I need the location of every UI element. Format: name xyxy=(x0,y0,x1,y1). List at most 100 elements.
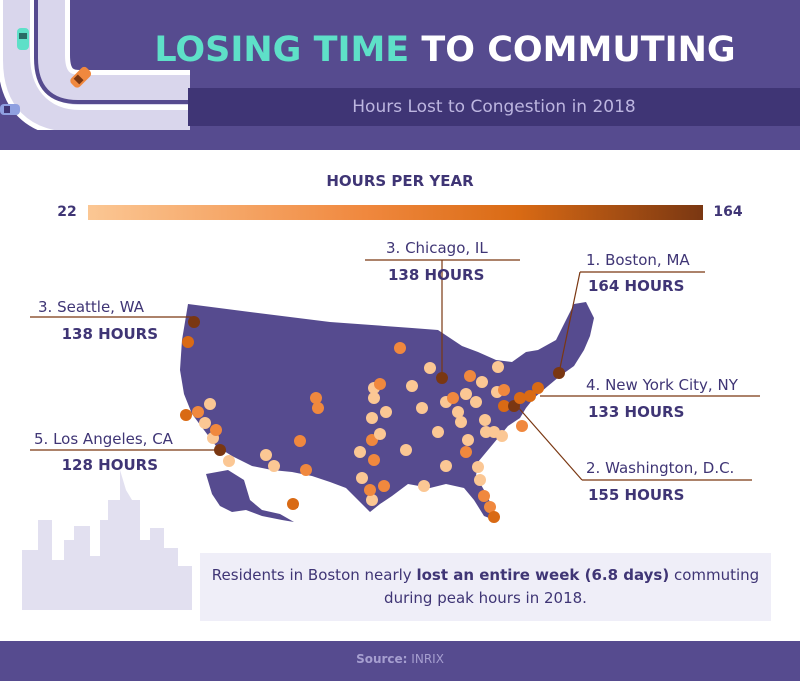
boston-name: 1. Boston, MA xyxy=(586,251,690,269)
callout-after: commuting during peak hours in 2018. xyxy=(384,566,760,607)
city-dot xyxy=(496,430,508,442)
washington-name: 2. Washington, D.C. xyxy=(586,459,735,477)
label-chicago-hours: 138 HOURS xyxy=(388,266,484,284)
leader-lines xyxy=(30,259,760,481)
losangeles-hours: 128 HOURS xyxy=(61,456,158,474)
city-dot xyxy=(210,424,222,436)
city-dot xyxy=(416,402,428,414)
newyork-name: 4. New York City, NY xyxy=(586,376,738,394)
page-title: LOSING TIME TO COMMUTING xyxy=(0,30,800,70)
city-dot xyxy=(488,511,500,523)
callout-bold: lost an entire week (6.8 days) xyxy=(416,566,670,584)
city-dot xyxy=(476,376,488,388)
label-washington-hours: 155 HOURS xyxy=(588,486,684,504)
city-dot xyxy=(287,498,299,510)
city-dot xyxy=(188,316,200,328)
boston-leader-drop xyxy=(558,271,581,374)
city-dot xyxy=(436,372,448,384)
label-boston: 1. Boston, MA xyxy=(586,251,690,269)
city-dot xyxy=(440,460,452,472)
city-dot xyxy=(460,388,472,400)
city-dot xyxy=(464,370,476,382)
boston-hours: 164 HOURS xyxy=(588,277,685,295)
city-dot xyxy=(182,336,194,348)
city-dot xyxy=(447,392,459,404)
city-dot xyxy=(223,455,235,467)
city-dot xyxy=(192,406,204,418)
city-dot xyxy=(204,398,216,410)
city-dot xyxy=(532,382,544,394)
label-newyork: 4. New York City, NY xyxy=(586,376,738,394)
city-dot xyxy=(354,446,366,458)
city-dot xyxy=(432,426,444,438)
legend-min-label: 22 xyxy=(57,204,77,220)
city-dot xyxy=(479,414,491,426)
callout-before: Residents in Boston nearly xyxy=(211,566,417,584)
city-dot xyxy=(424,362,436,374)
city-dot xyxy=(214,444,226,456)
blue-car-icon xyxy=(0,104,20,115)
city-dot xyxy=(378,480,390,492)
footer-banner xyxy=(0,641,800,681)
city-dot xyxy=(462,434,474,446)
city-dot xyxy=(406,380,418,392)
city-dot xyxy=(470,396,482,408)
label-losangeles-hours: 128 HOURS xyxy=(38,456,158,474)
city-dot xyxy=(356,472,368,484)
city-dots xyxy=(180,316,565,523)
legend-title: HOURS PER YEAR xyxy=(326,172,474,190)
losangeles-name: 5. Los Angeles, CA xyxy=(34,430,173,448)
callout-box xyxy=(200,553,771,621)
city-dot xyxy=(484,501,496,513)
teal-car-icon xyxy=(17,28,29,50)
title-rest: TO COMMUTING xyxy=(409,30,736,70)
city-dot xyxy=(516,420,528,432)
source-value: INRIX xyxy=(407,652,444,666)
label-newyork-hours: 133 HOURS xyxy=(588,403,684,421)
city-dot xyxy=(268,460,280,472)
city-dot xyxy=(460,446,472,458)
washington-hours: 155 HOURS xyxy=(588,486,685,504)
city-dot xyxy=(418,480,430,492)
city-dot xyxy=(498,400,510,412)
city-dot xyxy=(553,367,565,379)
seattle-hours: 138 HOURS xyxy=(61,325,158,343)
washington-leader xyxy=(516,405,583,481)
city-dot xyxy=(312,402,324,414)
skyline xyxy=(22,470,192,610)
label-boston-hours: 164 HOURS xyxy=(588,277,684,295)
city-dot xyxy=(400,444,412,456)
city-dot xyxy=(394,342,406,354)
legend-max-label: 164 xyxy=(713,204,743,220)
chicago-name: 3. Chicago, IL xyxy=(386,239,488,257)
city-dot xyxy=(380,406,392,418)
city-dot xyxy=(492,361,504,373)
city-dot xyxy=(478,490,490,502)
seattle-name: 3. Seattle, WA xyxy=(38,298,144,316)
label-seattle: 3. Seattle, WA xyxy=(38,298,144,316)
subtitle-bar xyxy=(188,88,800,126)
label-chicago: 3. Chicago, IL xyxy=(386,239,488,257)
city-dot xyxy=(368,454,380,466)
city-dot xyxy=(366,494,378,506)
subtitle: Hours Lost to Congestion in 2018 xyxy=(352,97,636,117)
orange-car-icon xyxy=(70,66,92,88)
city-dot xyxy=(366,412,378,424)
city-dot xyxy=(260,449,272,461)
city-dot xyxy=(368,392,380,404)
city-dot xyxy=(199,417,211,429)
city-dot xyxy=(524,390,536,402)
road-illustration xyxy=(0,0,190,130)
city-dot xyxy=(472,461,484,473)
city-dot xyxy=(474,474,486,486)
city-dot xyxy=(455,416,467,428)
legend-gradient-bar xyxy=(88,205,703,220)
source-label: Source: xyxy=(356,652,408,666)
city-dot xyxy=(300,464,312,476)
alaska-shape xyxy=(206,470,294,522)
callout-text: Residents in Boston nearly lost an entir… xyxy=(200,564,771,610)
label-losangeles: 5. Los Angeles, CA xyxy=(34,430,173,448)
newyork-hours: 133 HOURS xyxy=(588,403,685,421)
